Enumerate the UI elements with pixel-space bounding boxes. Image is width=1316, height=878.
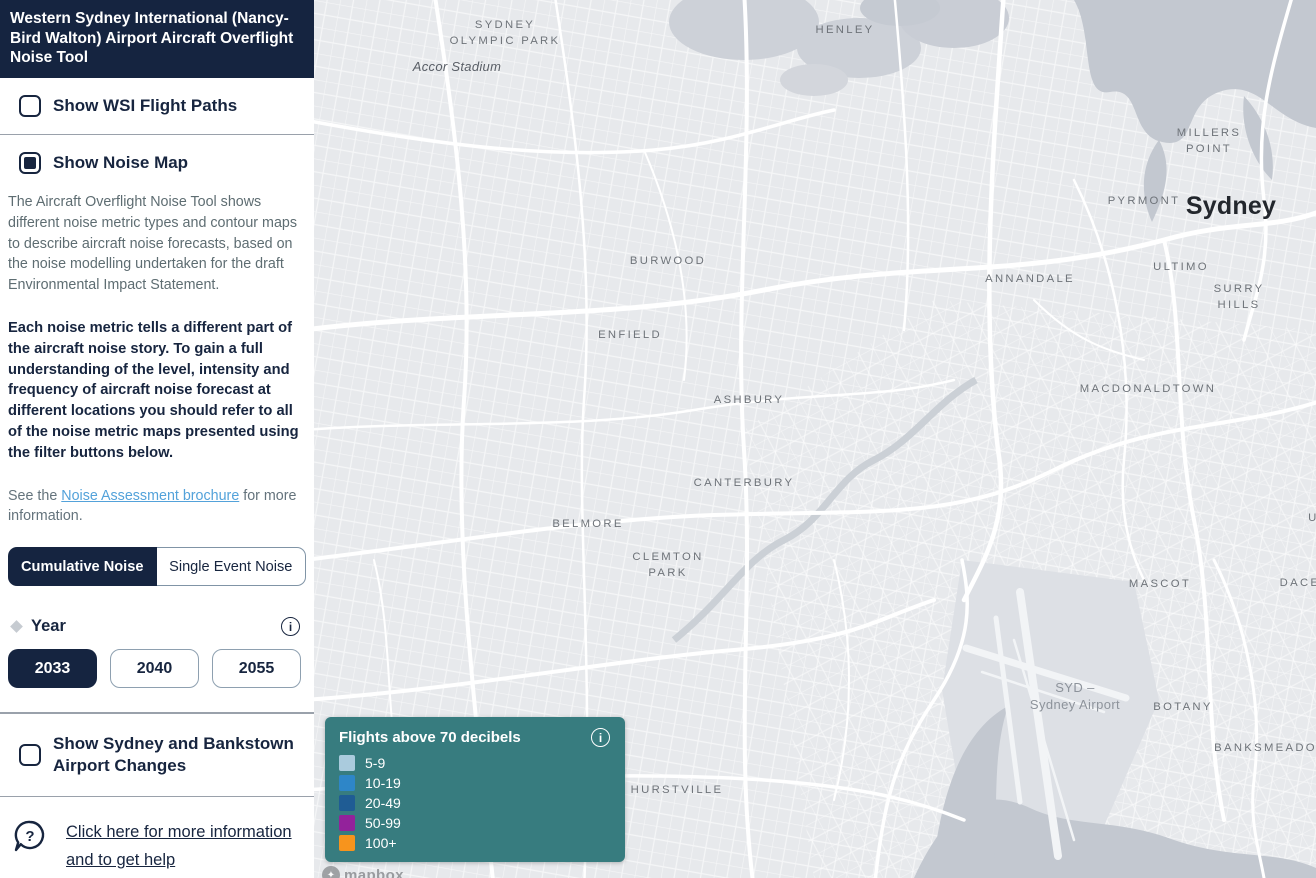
noise-assessment-brochure-link[interactable]: Noise Assessment brochure [61,487,240,504]
checkbox-label: Show Sydney and Bankstown Airport Change… [53,733,294,775]
mapbox-attribution[interactable]: ✦ mapbox [322,866,404,878]
mapbox-wordmark: mapbox [344,866,404,878]
checkbox-label: Show WSI Flight Paths [53,95,238,115]
legend-item-label: 5-9 [365,755,386,771]
help-section: ? Click here for more information and to… [12,818,304,874]
year-button-2033[interactable]: 2033 [8,649,97,689]
road-lines [314,0,1316,878]
legend-item-label: 50-99 [365,815,401,831]
legend-panel: Flights above 70 decibels i 5-9 10-19 20… [325,717,625,862]
sidebar: Western Sydney International (Nancy-Bird… [0,0,314,878]
app-title: Western Sydney International (Nancy-Bird… [0,0,314,78]
tab-cumulative-noise[interactable]: Cumulative Noise [8,547,157,587]
checkbox-show-sydney-bankstown-changes[interactable]: Show Sydney and Bankstown Airport Change… [0,733,314,777]
brochure-suffix: for more information. [8,487,297,525]
divider [0,133,314,135]
brochure-prefix: See the [8,487,62,504]
svg-text:?: ? [25,828,34,845]
legend-item-label: 10-19 [365,775,401,791]
legend-swatch [339,755,355,771]
mapbox-icon: ✦ [322,866,340,878]
legend-item: 10-19 [339,773,610,793]
tab-single-event-noise[interactable]: Single Event Noise [156,547,306,587]
year-buttons: 2033 2040 2055 [8,649,306,689]
divider [0,795,314,798]
checkbox-label: Show Noise Map [53,153,189,172]
legend-item: 20-49 [339,793,610,813]
legend-items: 5-9 10-19 20-49 50-99 100+ [339,753,610,853]
legend-swatch [339,795,355,811]
legend-item: 50-99 [339,813,610,833]
year-header: Year i [10,617,300,637]
year-button-2055[interactable]: 2055 [212,649,301,689]
legend-item-label: 100+ [365,835,397,851]
help-link-line1[interactable]: Click here for more information [66,823,292,842]
year-button-2040[interactable]: 2040 [110,649,199,689]
checkbox-icon[interactable] [19,743,41,766]
legend-info-icon[interactable]: i [591,728,610,747]
noise-type-tabs: Cumulative Noise Single Event Noise [8,547,306,587]
year-label: Year [31,617,66,636]
description-paragraph-2: Each noise metric tells a different part… [8,319,299,461]
description-paragraph-1: The Aircraft Overflight Noise Tool shows… [8,194,298,294]
legend-title: Flights above 70 decibels [339,729,521,746]
map-canvas[interactable]: SYDNEY OLYMPIC PARK Accor Stadium HENLEY MI… [314,0,1316,878]
brochure-sentence: See the Noise Assessment brochure for mo… [8,486,305,528]
divider [0,712,314,714]
legend-swatch [339,775,355,791]
airport-runways [962,588,1130,860]
checkbox-show-noise-map[interactable]: Show Noise Map [0,152,314,174]
map-basemap [314,0,1316,878]
legend-swatch [339,835,355,851]
checkbox-show-wsi-flight-paths[interactable]: Show WSI Flight Paths [0,94,314,117]
legend-item: 5-9 [339,753,610,773]
checkbox-icon[interactable] [19,94,41,117]
help-bubble-icon: ? [14,820,45,852]
checkbox-icon[interactable] [19,152,41,174]
help-link-line2[interactable]: and to get help [66,851,176,870]
legend-item-label: 20-49 [365,795,401,811]
legend-item: 100+ [339,833,610,853]
diamond-icon [10,620,23,634]
help-link[interactable]: Click here for more information and to g… [66,818,292,874]
year-info-icon[interactable]: i [281,617,300,637]
legend-swatch [339,815,355,831]
